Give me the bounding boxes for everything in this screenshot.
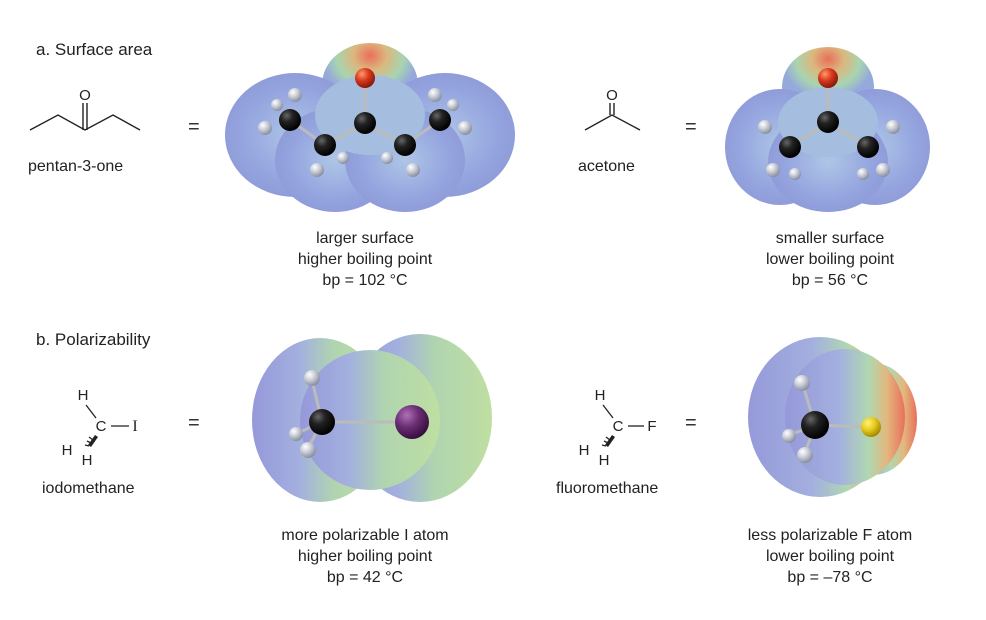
carbon-label: C bbox=[96, 418, 107, 435]
fluorine-label: F bbox=[647, 418, 656, 435]
fluoromethane-label: fluoromethane bbox=[556, 480, 659, 497]
equals-sign: = bbox=[188, 116, 200, 138]
caption-line-2: lower boiling point bbox=[765, 548, 895, 565]
pentan-3-one-skeletal-structure: O bbox=[29, 87, 141, 131]
pentan-3-one-caption: larger surface higher boiling point bp =… bbox=[298, 228, 432, 291]
equals-sign: = bbox=[685, 116, 697, 138]
hydrogen-label: H bbox=[82, 452, 93, 469]
caption-line-3: bp = 102 °C bbox=[322, 272, 408, 289]
hydrogen-label: H bbox=[599, 452, 610, 469]
pentan-3-one-label: pentan-3-one bbox=[28, 158, 124, 175]
section-b-title: b. Polarizability bbox=[36, 330, 151, 349]
acetone-potential-map bbox=[725, 47, 930, 212]
fluoromethane-structure: H C F H H bbox=[579, 387, 657, 469]
hydrogen-label: H bbox=[62, 442, 73, 459]
iodomethane-structure: H C I H H bbox=[62, 387, 138, 469]
caption-line-2: lower boiling point bbox=[765, 251, 895, 268]
acetone-label: acetone bbox=[578, 158, 635, 175]
caption-line-1: larger surface bbox=[316, 230, 414, 247]
caption-line-2: higher boiling point bbox=[297, 548, 433, 565]
hydrogen-label: H bbox=[595, 387, 606, 404]
caption-line-3: bp = –78 °C bbox=[787, 569, 873, 586]
hydrogen-label: H bbox=[579, 442, 590, 459]
caption-line-3: bp = 42 °C bbox=[326, 569, 404, 586]
caption-line-3: bp = 56 °C bbox=[791, 272, 869, 289]
equals-sign: = bbox=[188, 412, 200, 434]
fluoromethane-caption: less polarizable F atom lower boiling po… bbox=[748, 525, 913, 588]
oxygen-label: O bbox=[79, 87, 91, 104]
caption-line-2: higher boiling point bbox=[297, 251, 433, 268]
oxygen-label: O bbox=[606, 87, 618, 104]
iodomethane-label: iodomethane bbox=[42, 480, 135, 497]
pentan-3-one-potential-map bbox=[225, 43, 515, 212]
iodomethane-potential-map bbox=[252, 334, 492, 502]
caption-line-1: less polarizable F atom bbox=[747, 527, 913, 544]
carbon-label: C bbox=[613, 418, 624, 435]
equals-sign: = bbox=[685, 412, 697, 434]
iodine-label: I bbox=[132, 418, 137, 435]
section-a-title: a. Surface area bbox=[36, 40, 153, 59]
hydrogen-label: H bbox=[78, 387, 89, 404]
caption-line-1: more polarizable I atom bbox=[281, 527, 449, 544]
caption-line-1: smaller surface bbox=[775, 230, 885, 247]
acetone-skeletal-structure: O bbox=[584, 87, 641, 131]
iodomethane-caption: more polarizable I atom higher boiling p… bbox=[281, 525, 448, 588]
fluoromethane-potential-map bbox=[748, 337, 917, 497]
acetone-caption: smaller surface lower boiling point bp =… bbox=[766, 228, 894, 291]
